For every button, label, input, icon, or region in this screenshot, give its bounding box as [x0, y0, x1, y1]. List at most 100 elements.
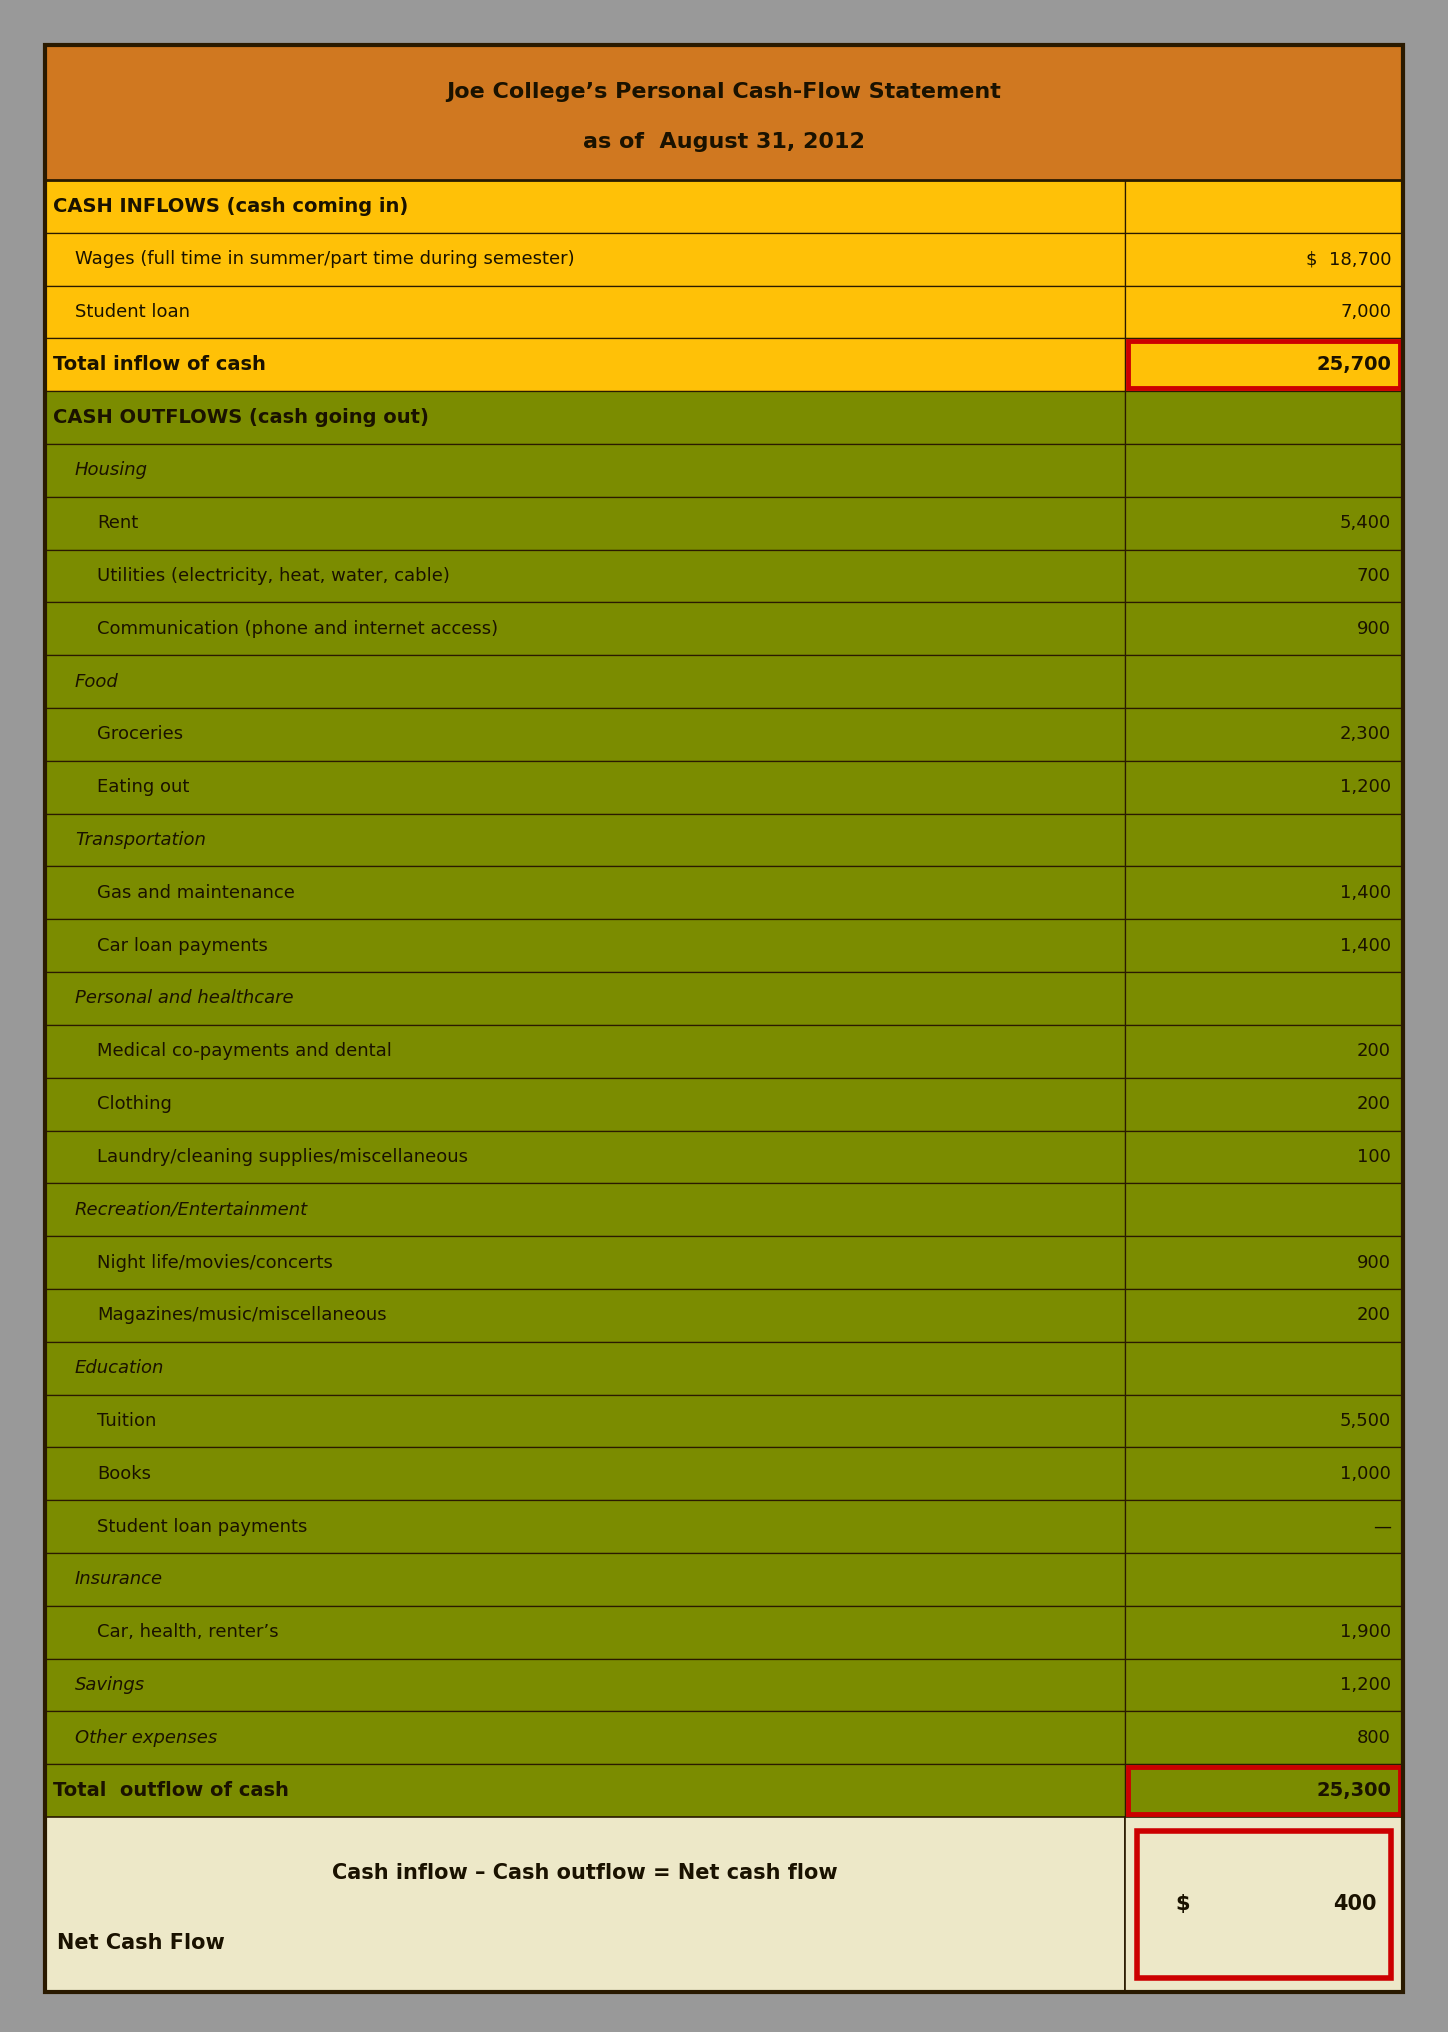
Text: Clothing: Clothing — [97, 1095, 172, 1114]
Bar — [1125, 654, 1403, 707]
Bar — [1125, 234, 1403, 287]
Bar — [1125, 498, 1403, 549]
Bar — [1125, 971, 1403, 1024]
Text: 25,300: 25,300 — [1316, 1782, 1392, 1800]
Bar — [45, 45, 1403, 181]
Text: Wages (full time in summer/part time during semester): Wages (full time in summer/part time dur… — [75, 250, 575, 268]
Bar — [45, 392, 1125, 445]
Bar — [45, 287, 1125, 339]
Bar — [45, 1288, 1125, 1341]
Bar — [1125, 866, 1403, 918]
Text: $  18,700: $ 18,700 — [1306, 250, 1392, 268]
Text: 1,000: 1,000 — [1341, 1465, 1392, 1483]
Text: Communication (phone and internet access): Communication (phone and internet access… — [97, 620, 498, 638]
Text: Medical co-payments and dental: Medical co-payments and dental — [97, 1042, 392, 1061]
Text: 700: 700 — [1357, 567, 1392, 585]
Bar — [45, 813, 1125, 866]
Text: Transportation: Transportation — [75, 831, 206, 849]
Bar — [45, 1341, 1125, 1394]
Bar — [1125, 1288, 1403, 1341]
Bar — [1128, 1768, 1400, 1815]
Text: Net Cash Flow: Net Cash Flow — [56, 1932, 224, 1953]
Text: Student loan: Student loan — [75, 303, 190, 321]
Text: Savings: Savings — [75, 1676, 145, 1695]
Text: Laundry/cleaning supplies/miscellaneous: Laundry/cleaning supplies/miscellaneous — [97, 1148, 468, 1166]
Text: Recreation/Entertainment: Recreation/Entertainment — [75, 1201, 308, 1219]
Text: Other expenses: Other expenses — [75, 1729, 217, 1748]
Text: Education: Education — [75, 1359, 165, 1378]
Bar — [45, 1394, 1125, 1447]
Bar — [1125, 1024, 1403, 1077]
Text: Magazines/music/miscellaneous: Magazines/music/miscellaneous — [97, 1307, 387, 1325]
Bar — [1125, 1235, 1403, 1288]
Text: —: — — [1373, 1518, 1392, 1536]
Text: CASH OUTFLOWS (cash going out): CASH OUTFLOWS (cash going out) — [54, 408, 429, 427]
Text: CASH INFLOWS (cash coming in): CASH INFLOWS (cash coming in) — [54, 197, 408, 215]
Text: 800: 800 — [1357, 1729, 1392, 1748]
Text: Night life/movies/concerts: Night life/movies/concerts — [97, 1254, 333, 1272]
Bar — [1137, 1831, 1392, 1977]
Text: 200: 200 — [1357, 1095, 1392, 1114]
Bar — [1125, 1500, 1403, 1552]
Bar — [1125, 549, 1403, 601]
Bar — [1125, 760, 1403, 813]
Text: 900: 900 — [1357, 1254, 1392, 1272]
Bar — [45, 1764, 1125, 1817]
Bar — [45, 1817, 1125, 1991]
Text: 5,500: 5,500 — [1339, 1412, 1392, 1431]
Bar — [1125, 1764, 1403, 1817]
Bar — [1125, 1711, 1403, 1764]
Bar — [1125, 1447, 1403, 1500]
Bar — [45, 1183, 1125, 1235]
Bar — [45, 1447, 1125, 1500]
Bar — [45, 1235, 1125, 1288]
Bar — [45, 866, 1125, 918]
Bar — [1125, 1658, 1403, 1711]
Bar — [45, 181, 1125, 234]
Bar — [45, 760, 1125, 813]
Bar — [1125, 1552, 1403, 1605]
Bar — [1125, 1183, 1403, 1235]
Bar — [45, 1658, 1125, 1711]
Bar — [45, 549, 1125, 601]
Bar — [1125, 445, 1403, 498]
Bar — [45, 1711, 1125, 1764]
Text: Car, health, renter’s: Car, health, renter’s — [97, 1624, 278, 1642]
Text: Tuition: Tuition — [97, 1412, 156, 1431]
Text: Cash inflow – Cash outflow = Net cash flow: Cash inflow – Cash outflow = Net cash fl… — [332, 1863, 837, 1884]
Text: 400: 400 — [1334, 1894, 1377, 1914]
Text: 200: 200 — [1357, 1042, 1392, 1061]
Bar — [45, 1605, 1125, 1658]
Text: Eating out: Eating out — [97, 778, 190, 797]
Text: 1,900: 1,900 — [1339, 1624, 1392, 1642]
Text: Total  outflow of cash: Total outflow of cash — [54, 1782, 288, 1800]
Bar — [1125, 813, 1403, 866]
Text: Rent: Rent — [97, 514, 138, 532]
Text: $: $ — [1176, 1894, 1190, 1914]
Text: Groceries: Groceries — [97, 725, 182, 744]
Text: 2,300: 2,300 — [1339, 725, 1392, 744]
Bar — [1125, 181, 1403, 234]
Text: 100: 100 — [1357, 1148, 1392, 1166]
Text: Gas and maintenance: Gas and maintenance — [97, 884, 295, 902]
Bar — [1125, 1394, 1403, 1447]
Text: 1,200: 1,200 — [1339, 778, 1392, 797]
Bar — [45, 339, 1125, 392]
Text: Utilities (electricity, heat, water, cable): Utilities (electricity, heat, water, cab… — [97, 567, 450, 585]
Bar — [1125, 707, 1403, 760]
Bar — [45, 1500, 1125, 1552]
Text: 1,200: 1,200 — [1339, 1676, 1392, 1695]
Text: Housing: Housing — [75, 461, 148, 480]
Bar — [45, 1024, 1125, 1077]
Bar — [45, 971, 1125, 1024]
Bar — [45, 498, 1125, 549]
Text: as of  August 31, 2012: as of August 31, 2012 — [584, 132, 864, 152]
Bar — [1125, 1605, 1403, 1658]
Text: Personal and healthcare: Personal and healthcare — [75, 990, 294, 1008]
Text: Insurance: Insurance — [75, 1571, 164, 1589]
Bar — [45, 234, 1125, 287]
Bar — [1125, 287, 1403, 339]
Bar — [1125, 1130, 1403, 1183]
Text: Books: Books — [97, 1465, 151, 1483]
Bar — [45, 1130, 1125, 1183]
